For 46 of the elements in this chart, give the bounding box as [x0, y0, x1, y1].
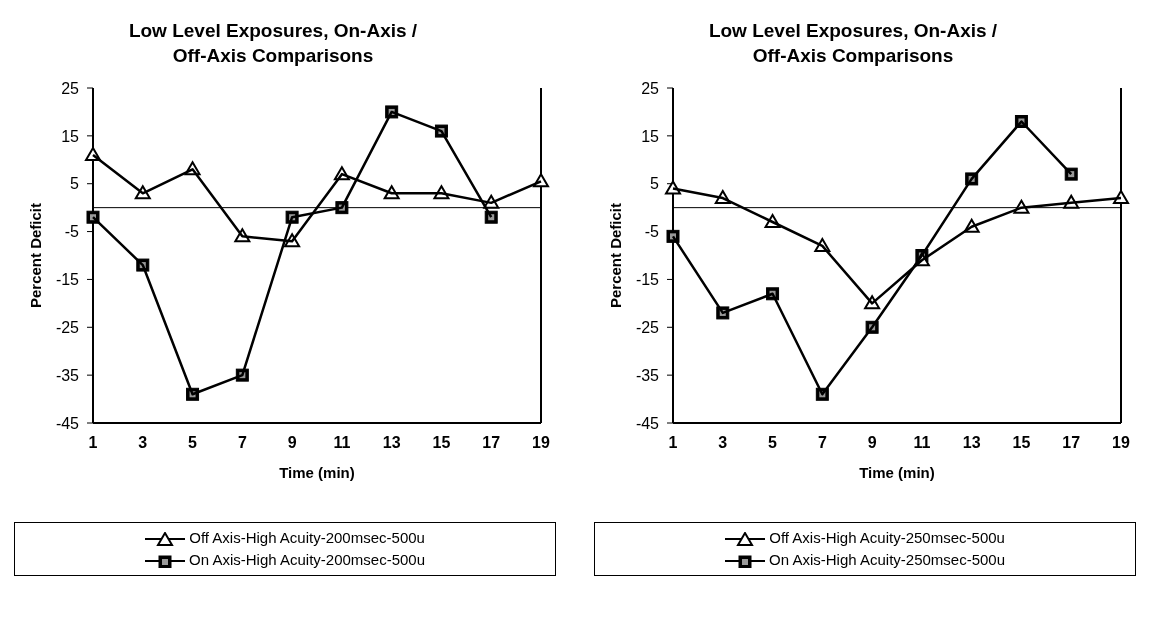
x-tick-label: 5	[768, 434, 778, 452]
y-tick-label: 15	[641, 127, 660, 145]
y-tick-label: -25	[635, 318, 660, 336]
x-tick-label: 11	[333, 434, 351, 452]
y-tick-label: 15	[61, 127, 80, 145]
x-tick-label: 7	[237, 434, 247, 452]
y-axis-title: Percent Deficit	[27, 202, 45, 309]
x-axis-title: Time (min)	[279, 464, 355, 481]
y-axis-title: Percent Deficit	[607, 202, 625, 309]
x-tick-label: 9	[287, 434, 297, 452]
legend-label: On Axis-High Acuity-200msec-500u	[188, 550, 427, 570]
x-axis-title: Time (min)	[859, 464, 935, 481]
y-tick-label: -15	[635, 271, 660, 289]
y-tick-label: -5	[64, 223, 80, 241]
y-tick-label: 5	[650, 175, 660, 193]
y-tick-label: -45	[55, 414, 80, 432]
chart-title: Low Level Exposures, On-Axis / Off-Axis Comparisons	[127, 19, 419, 68]
x-tick-label: 11	[913, 434, 931, 452]
y-tick-label: -35	[55, 366, 80, 384]
x-tick-label: 13	[382, 434, 401, 452]
x-tick-label: 1	[88, 434, 98, 452]
y-tick-label: -45	[635, 414, 660, 432]
x-tick-label: 15	[1012, 434, 1031, 452]
y-tick-label: -5	[644, 223, 660, 241]
y-tick-label: 25	[641, 79, 660, 97]
x-tick-label: 7	[817, 434, 827, 452]
x-tick-label: 13	[962, 434, 981, 452]
x-tick-label: 17	[482, 434, 501, 452]
y-tick-label: 5	[70, 175, 80, 193]
x-tick-label: 1	[668, 434, 678, 452]
y-tick-label: -15	[55, 271, 80, 289]
x-tick-label: 9	[867, 434, 877, 452]
x-tick-label: 15	[432, 434, 451, 452]
x-tick-label: 17	[1062, 434, 1081, 452]
y-tick-label: -25	[55, 318, 80, 336]
x-tick-label: 19	[532, 434, 550, 452]
legend-label: On Axis-High Acuity-250msec-500u	[768, 550, 1007, 570]
legend-label: Off Axis-High Acuity-250msec-500u	[768, 528, 1006, 548]
x-tick-label: 5	[188, 434, 198, 452]
y-tick-label: -35	[635, 366, 660, 384]
x-tick-label: 3	[718, 434, 728, 452]
x-tick-label: 19	[1112, 434, 1130, 452]
legend-label: Off Axis-High Acuity-200msec-500u	[188, 528, 426, 548]
chart-title: Low Level Exposures, On-Axis / Off-Axis Comparisons	[707, 19, 999, 68]
x-tick-label: 3	[138, 434, 148, 452]
y-tick-label: 25	[61, 79, 80, 97]
